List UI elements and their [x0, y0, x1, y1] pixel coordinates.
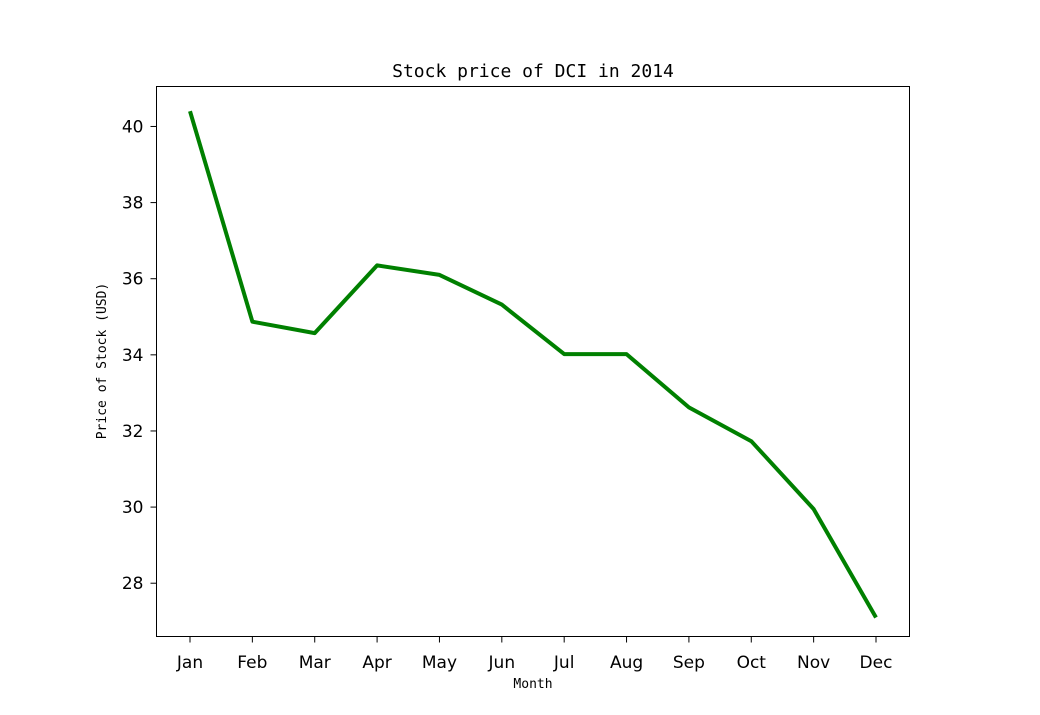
x-tick-label: Jun — [488, 653, 516, 673]
chart-title: Stock price of DCI in 2014 — [392, 61, 674, 82]
y-tick-label: 32 — [122, 422, 144, 442]
y-tick-label: 30 — [122, 498, 144, 518]
x-tick-label: Jul — [553, 653, 575, 673]
x-tick-label: Jan — [176, 653, 203, 673]
series-line — [188, 110, 878, 619]
x-tick-label: Feb — [237, 653, 267, 673]
y-tick-label: 34 — [122, 346, 144, 366]
x-tick-label: Sep — [673, 653, 705, 673]
y-tick-label: 36 — [122, 270, 144, 290]
y-tick-label: 28 — [122, 574, 144, 594]
y-tick-label: 38 — [122, 194, 144, 214]
x-tick-label: Apr — [362, 653, 391, 673]
x-tick-label: May — [422, 653, 457, 673]
x-tick-label: Oct — [737, 653, 767, 673]
x-axis-ticks: Jan Feb Mar Apr May Jun Jul Aug Sep Oct Nov Dec — [176, 636, 893, 673]
x-tick-label: Aug — [610, 653, 643, 673]
y-axis-ticks: 28 30 32 34 36 38 40 — [122, 117, 157, 594]
y-axis-label: Price of Stock (USD) — [95, 283, 110, 440]
y-tick-label: 40 — [122, 117, 144, 137]
x-tick-label: Mar — [299, 653, 331, 673]
x-tick-label: Dec — [860, 653, 893, 673]
plot-area-frame — [156, 86, 910, 637]
x-axis-label: Month — [513, 677, 552, 692]
x-tick-label: Nov — [797, 653, 830, 673]
